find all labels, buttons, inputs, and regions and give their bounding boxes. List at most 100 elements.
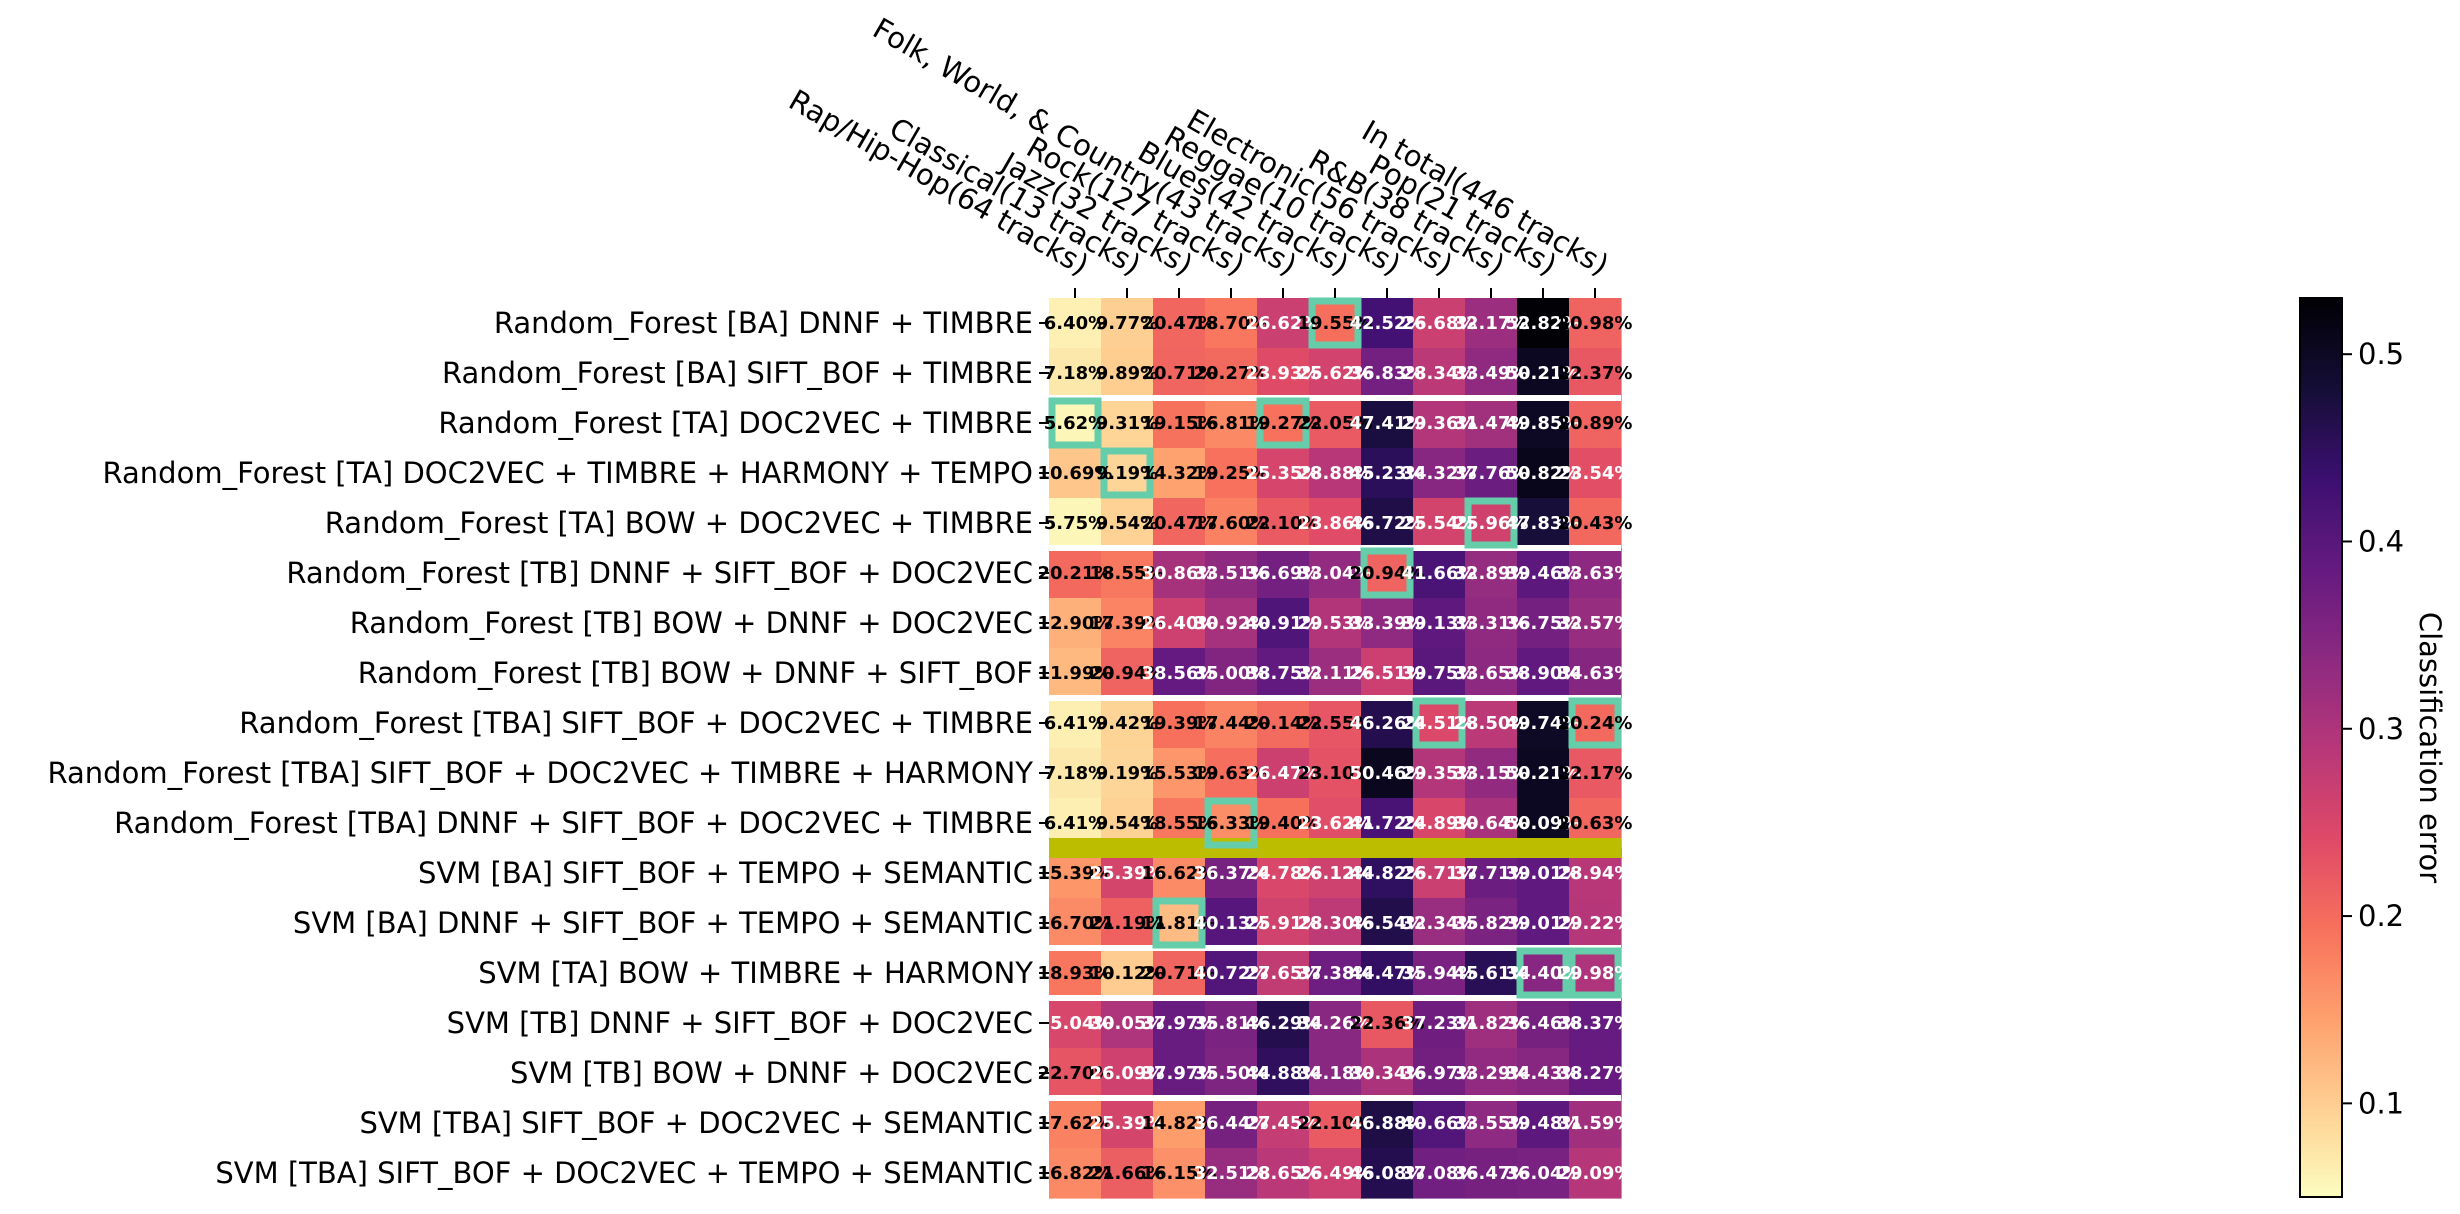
heatmap-cell — [1049, 348, 1102, 399]
cell-value-label: 12.90% — [1038, 613, 1113, 634]
cell-value-label: 19.55% — [1298, 313, 1373, 334]
heatmap-cell — [1465, 698, 1518, 749]
cell-value-label: 20.27% — [1194, 363, 1269, 384]
cell-value-label: 20.94% — [1350, 563, 1425, 584]
cell-value-label: 9.19% — [1096, 463, 1158, 484]
cell-value-label: 47.41% — [1350, 413, 1425, 434]
heatmap-cell — [1049, 448, 1102, 499]
cell-value-label: 39.75% — [1402, 663, 1477, 684]
heatmap-cell — [1413, 1148, 1466, 1199]
heatmap-cell — [1517, 748, 1570, 799]
row-labels: Random_Forest [BA] DNNF + TIMBRE Random_F… — [48, 306, 1049, 1190]
cell-value-label: 22.10% — [1246, 513, 1321, 534]
heatmap-cell — [1153, 698, 1206, 749]
heatmap-cell — [1257, 1148, 1310, 1199]
cell-value-label: 33.51% — [1194, 563, 1269, 584]
cell-value-label: 38.27% — [1558, 1063, 1633, 1084]
heatmap-cell — [1101, 748, 1154, 799]
cell-value-label: 34.32% — [1402, 463, 1477, 484]
cell-value-label: 34.40% — [1506, 963, 1581, 984]
heatmap-cell — [1153, 948, 1206, 999]
cell-value-label: 23.54% — [1558, 463, 1633, 484]
heatmap-cell — [1309, 1148, 1362, 1199]
cell-value-label: 25.39% — [1090, 1113, 1165, 1134]
heatmap-cell — [1101, 498, 1154, 549]
heatmap-cell — [1361, 648, 1414, 699]
heatmap-cell — [1257, 698, 1310, 749]
row-label: Random_Forest [TB] BOW + DNNF + DOC2VEC — [350, 606, 1033, 640]
cell-value-label: 14.32% — [1142, 463, 1217, 484]
cell-value-label: 41.66% — [1402, 563, 1477, 584]
cell-value-label: 9.19% — [1096, 763, 1158, 784]
cell-value-label: 33.55% — [1454, 1113, 1529, 1134]
cell-value-label: 36.69% — [1246, 563, 1321, 584]
heatmap-cell — [1049, 898, 1102, 949]
row-label: SVM [BA] SIFT_BOF + TEMPO + SEMANTIC — [418, 856, 1033, 890]
heatmap-cell — [1205, 998, 1258, 1049]
cell-value-label: 46.08% — [1350, 1163, 1425, 1184]
heatmap-cell — [1205, 348, 1258, 399]
heatmap-cell — [1361, 348, 1414, 399]
cell-values: 6.40%9.77%20.47%18.70%26.62%19.55%42.52%… — [1038, 313, 1633, 1184]
heatmap-cell — [1049, 298, 1102, 349]
colorbar: 0.1 0.2 0.3 0.4 0.5 Classification error — [2299, 297, 2447, 1198]
heatmap-cell — [1465, 298, 1518, 349]
heatmap-cell — [1309, 448, 1362, 499]
cell-value-label: 27.45% — [1246, 1113, 1321, 1134]
cell-value-label: 20.63% — [1558, 813, 1633, 834]
heatmap-cell — [1517, 648, 1570, 699]
heatmap-cell — [1257, 1098, 1310, 1149]
colorbar-tick-label: 0.5 — [2358, 337, 2404, 371]
cell-value-label: 46.88% — [1350, 1113, 1425, 1134]
cell-value-label: 44.88% — [1246, 1063, 1321, 1084]
cell-value-label: 9.42% — [1096, 713, 1158, 734]
heatmap-cell — [1413, 998, 1466, 1049]
heatmap-cell — [1465, 898, 1518, 949]
cell-value-label: 31.82% — [1454, 1013, 1529, 1034]
heatmap-cell — [1205, 1148, 1258, 1199]
cell-value-label: 22.37% — [1558, 363, 1633, 384]
cell-value-label: 37.71% — [1454, 863, 1529, 884]
cell-value-label: 15.39% — [1038, 863, 1113, 884]
heatmap-cell — [1413, 898, 1466, 949]
cell-value-label: 45.61% — [1454, 963, 1529, 984]
heatmap-cell — [1517, 998, 1570, 1049]
cell-value-label: 39.46% — [1506, 563, 1581, 584]
heatmap-cell — [1309, 298, 1362, 349]
cell-value-label: 21.19% — [1090, 913, 1165, 934]
heatmap-cell — [1101, 348, 1154, 399]
heatmap-cell — [1049, 998, 1102, 1049]
heatmap-cell — [1569, 648, 1622, 699]
heatmap-cell — [1361, 448, 1414, 499]
heatmap-cell — [1049, 1048, 1102, 1099]
colorbar-title: Classification error — [2413, 612, 2447, 883]
heatmap-cell — [1569, 698, 1622, 749]
group-separator — [1049, 995, 1621, 1001]
highlighted-cell — [1048, 397, 1102, 449]
cell-value-label: 18.55% — [1142, 813, 1217, 834]
heatmap-cell — [1309, 948, 1362, 999]
cell-value-label: 7.18% — [1044, 763, 1106, 784]
row-label: Random_Forest [BA] SIFT_BOF + TIMBRE — [442, 356, 1033, 390]
cell-value-label: 24.51% — [1402, 713, 1477, 734]
cell-value-label: 26.62% — [1246, 313, 1321, 334]
heatmap-cell — [1361, 1048, 1414, 1099]
heatmap-cell — [1309, 548, 1362, 599]
heatmap-cell — [1205, 648, 1258, 699]
cell-value-label: 33.15% — [1454, 763, 1529, 784]
cell-value-label: 35.81% — [1194, 1013, 1269, 1034]
cell-value-label: 19.39% — [1142, 713, 1217, 734]
heatmap-cell — [1413, 298, 1466, 349]
cell-value-label: 33.49% — [1454, 363, 1529, 384]
heatmap-cell — [1413, 648, 1466, 699]
cell-value-label: 9.54% — [1096, 513, 1158, 534]
row-label: Random_Forest [TA] BOW + DOC2VEC + TIMBR… — [325, 506, 1033, 540]
highlighted-cell — [1100, 447, 1154, 499]
cell-value-label: 26.40% — [1142, 613, 1217, 634]
heatmap-cell — [1205, 298, 1258, 349]
heatmap-cell — [1569, 448, 1622, 499]
cell-value-label: 31.59% — [1558, 1113, 1633, 1134]
heatmap-cell — [1309, 498, 1362, 549]
cell-value-label: 33.29% — [1454, 1063, 1529, 1084]
heatmap-cell — [1049, 748, 1102, 799]
